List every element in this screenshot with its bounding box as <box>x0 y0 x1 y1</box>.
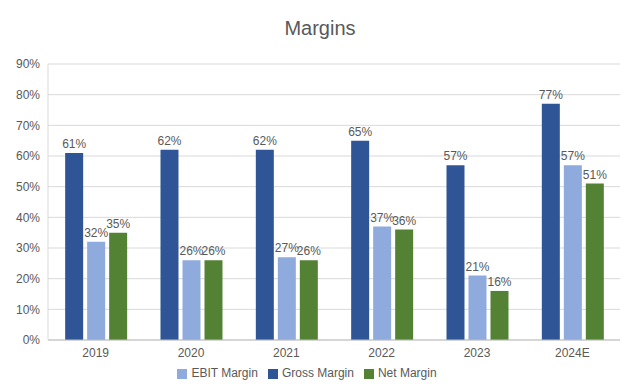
svg-text:40%: 40% <box>16 211 40 225</box>
svg-text:57%: 57% <box>443 149 467 163</box>
svg-text:60%: 60% <box>16 149 40 163</box>
svg-text:26%: 26% <box>297 244 321 258</box>
svg-text:2023: 2023 <box>464 346 491 360</box>
svg-text:50%: 50% <box>16 180 40 194</box>
svg-text:80%: 80% <box>16 88 40 102</box>
svg-text:61%: 61% <box>62 137 86 151</box>
html-text:Margins: Margins <box>284 17 356 39</box>
svg-text:26%: 26% <box>201 244 225 258</box>
svg-text:32%: 32% <box>84 226 108 240</box>
svg-text:77%: 77% <box>539 88 563 102</box>
svg-text:0%: 0% <box>23 333 41 347</box>
svg-text:90%: 90% <box>16 57 40 71</box>
html-text:Net Margin: Net Margin <box>377 366 437 380</box>
svg-text:36%: 36% <box>392 214 416 228</box>
svg-text:2020: 2020 <box>178 346 205 360</box>
svg-text:2019: 2019 <box>82 346 109 360</box>
html-text:EBIT Margin: EBIT Margin <box>191 366 258 380</box>
svg-text:2024E: 2024E <box>555 346 590 360</box>
svg-text:70%: 70% <box>16 119 40 133</box>
svg-text:62%: 62% <box>157 134 181 148</box>
svg-text:57%: 57% <box>561 149 585 163</box>
svg-text:65%: 65% <box>348 125 372 139</box>
svg-text:16%: 16% <box>487 275 511 289</box>
svg-text:62%: 62% <box>253 134 277 148</box>
svg-text:51%: 51% <box>583 168 607 182</box>
svg-text:30%: 30% <box>16 241 40 255</box>
svg-text:21%: 21% <box>465 260 489 274</box>
svg-text:26%: 26% <box>179 244 203 258</box>
svg-text:2021: 2021 <box>273 346 300 360</box>
svg-text:10%: 10% <box>16 303 40 317</box>
svg-text:37%: 37% <box>370 211 394 225</box>
svg-text:20%: 20% <box>16 272 40 286</box>
svg-text:2022: 2022 <box>368 346 395 360</box>
html-text:Gross Margin: Gross Margin <box>281 366 354 380</box>
svg-text:27%: 27% <box>275 241 299 255</box>
svg-text:35%: 35% <box>106 217 130 231</box>
